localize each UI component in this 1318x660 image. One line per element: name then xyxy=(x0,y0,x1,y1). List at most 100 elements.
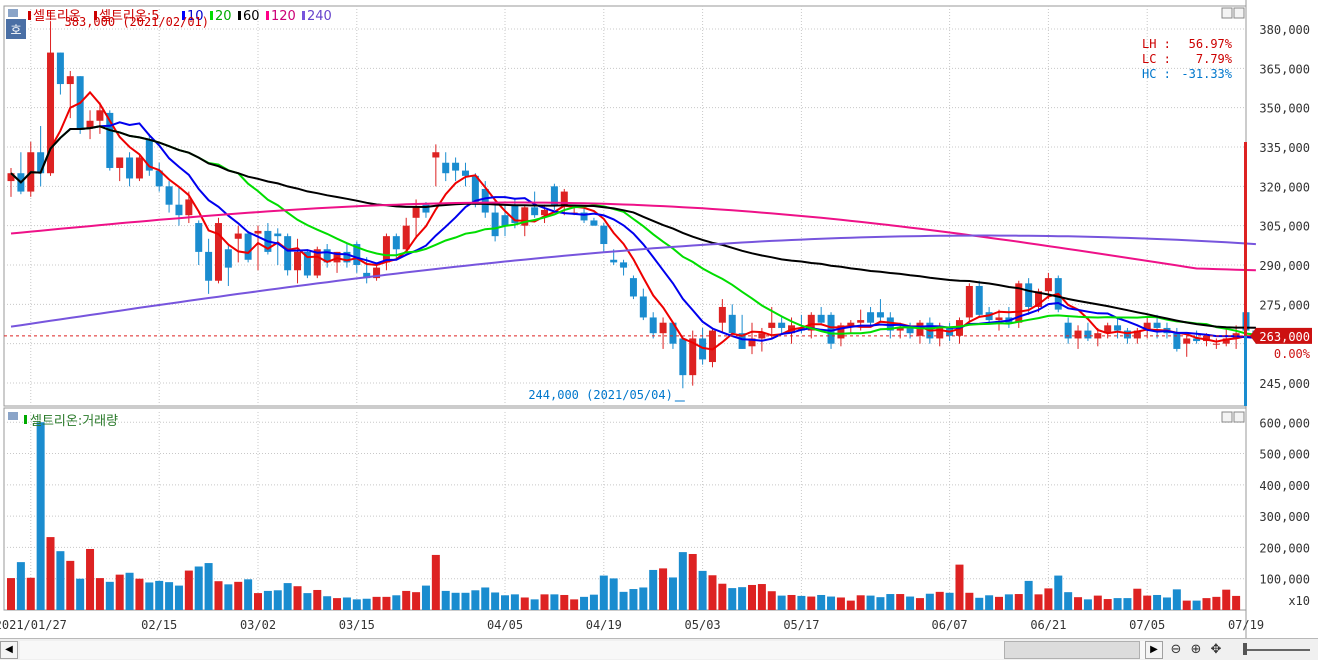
volume-bar[interactable] xyxy=(1143,595,1152,610)
volume-bar[interactable] xyxy=(56,551,65,610)
volume-bar[interactable] xyxy=(145,582,154,610)
volume-bar[interactable] xyxy=(76,578,85,610)
volume-bar[interactable] xyxy=(263,590,272,610)
volume-bar[interactable] xyxy=(323,596,332,610)
corner-badge[interactable] xyxy=(6,19,26,39)
candle-body[interactable] xyxy=(620,262,628,268)
volume-bar[interactable] xyxy=(362,598,371,610)
candle-body[interactable] xyxy=(155,170,163,187)
volume-bar[interactable] xyxy=(1054,575,1063,610)
scroll-thumb[interactable] xyxy=(1004,641,1140,659)
volume-bar[interactable] xyxy=(580,596,589,610)
volume-bar[interactable] xyxy=(491,592,500,610)
volume-bar[interactable] xyxy=(649,569,658,610)
candle-body[interactable] xyxy=(531,207,539,216)
zoom-slider-knob[interactable] xyxy=(1243,643,1247,655)
volume-bar[interactable] xyxy=(688,553,697,610)
volume-bar[interactable] xyxy=(184,570,193,610)
volume-bar[interactable] xyxy=(757,584,766,610)
candle-body[interactable] xyxy=(610,259,618,263)
volume-bar[interactable] xyxy=(1093,595,1102,610)
candle-body[interactable] xyxy=(422,204,430,213)
volume-bar[interactable] xyxy=(1044,588,1053,610)
panel-window-button[interactable] xyxy=(1221,7,1233,19)
volume-bar[interactable] xyxy=(1232,595,1241,610)
volume-bar[interactable] xyxy=(1153,594,1162,610)
volume-bar[interactable] xyxy=(155,580,164,610)
candle-body[interactable] xyxy=(1193,338,1201,342)
candle-body[interactable] xyxy=(748,338,756,347)
candle-body[interactable] xyxy=(254,230,262,234)
volume-bar[interactable] xyxy=(896,594,905,610)
candle-body[interactable] xyxy=(629,278,637,297)
volume-bar[interactable] xyxy=(1113,598,1122,610)
volume-bar[interactable] xyxy=(915,598,924,610)
candle-body[interactable] xyxy=(135,157,143,179)
volume-bar[interactable] xyxy=(708,575,717,610)
candle-body[interactable] xyxy=(175,204,183,216)
volume-bar[interactable] xyxy=(1064,592,1073,610)
candle-body[interactable] xyxy=(234,233,242,239)
candle-body[interactable] xyxy=(995,317,1003,321)
candle-body[interactable] xyxy=(452,162,460,171)
volume-bar[interactable] xyxy=(135,578,144,610)
candle-body[interactable] xyxy=(857,320,865,323)
candle-body[interactable] xyxy=(343,251,351,263)
candle-body[interactable] xyxy=(1173,333,1181,349)
volume-bar[interactable] xyxy=(698,570,707,610)
volume-bar[interactable] xyxy=(955,564,964,610)
candle-body[interactable] xyxy=(1114,325,1122,331)
volume-bar[interactable] xyxy=(95,578,104,610)
candle-body[interactable] xyxy=(7,173,15,182)
volume-bar[interactable] xyxy=(639,587,648,610)
candle-body[interactable] xyxy=(274,233,282,237)
candle-body[interactable] xyxy=(214,223,222,281)
price-panel[interactable] xyxy=(3,5,1260,407)
candle-body[interactable] xyxy=(728,314,736,334)
candle-body[interactable] xyxy=(669,322,677,344)
volume-panel[interactable] xyxy=(3,407,1247,611)
volume-bar[interactable] xyxy=(510,594,519,610)
candle-body[interactable] xyxy=(916,322,924,336)
candle-body[interactable] xyxy=(550,186,558,205)
candle-body[interactable] xyxy=(778,322,786,328)
volume-bar[interactable] xyxy=(560,594,569,610)
candle-body[interactable] xyxy=(481,188,489,213)
volume-bar[interactable] xyxy=(659,568,668,610)
candle-body[interactable] xyxy=(541,209,549,216)
candle-body[interactable] xyxy=(807,314,815,331)
volume-bar[interactable] xyxy=(856,595,865,610)
candle-body[interactable] xyxy=(244,233,252,260)
candle-body[interactable] xyxy=(1044,278,1052,292)
volume-bar[interactable] xyxy=(1034,594,1043,610)
candle-body[interactable] xyxy=(738,333,746,349)
volume-bar[interactable] xyxy=(421,585,430,610)
candle-body[interactable] xyxy=(402,225,410,250)
candle-body[interactable] xyxy=(185,199,193,216)
volume-bar[interactable] xyxy=(194,566,203,610)
volume-bar[interactable] xyxy=(313,589,322,610)
candle-body[interactable] xyxy=(1084,330,1092,339)
candle-body[interactable] xyxy=(718,306,726,323)
candle-body[interactable] xyxy=(649,317,657,334)
candle-body[interactable] xyxy=(145,139,153,171)
volume-bar[interactable] xyxy=(501,595,509,610)
candle-body[interactable] xyxy=(382,236,390,263)
scroll-left-button[interactable]: ◀ xyxy=(0,641,18,659)
volume-bar[interactable] xyxy=(886,594,895,610)
volume-bar[interactable] xyxy=(550,594,559,610)
scroll-right-button[interactable]: ▶ xyxy=(1145,641,1163,659)
volume-bar[interactable] xyxy=(678,552,687,610)
zoom-in-icon[interactable]: ⊕ xyxy=(1190,642,1202,657)
volume-bar[interactable] xyxy=(1123,598,1132,610)
panel-menu-icon[interactable] xyxy=(8,9,18,17)
volume-bar[interactable] xyxy=(1103,599,1112,610)
volume-bar[interactable] xyxy=(570,599,579,610)
volume-bar[interactable] xyxy=(303,593,312,610)
volume-bar[interactable] xyxy=(481,587,490,610)
candle-body[interactable] xyxy=(224,249,232,268)
volume-bar[interactable] xyxy=(846,600,855,610)
volume-bar[interactable] xyxy=(115,574,124,610)
volume-bar[interactable] xyxy=(1004,594,1013,610)
volume-bar[interactable] xyxy=(925,593,934,610)
